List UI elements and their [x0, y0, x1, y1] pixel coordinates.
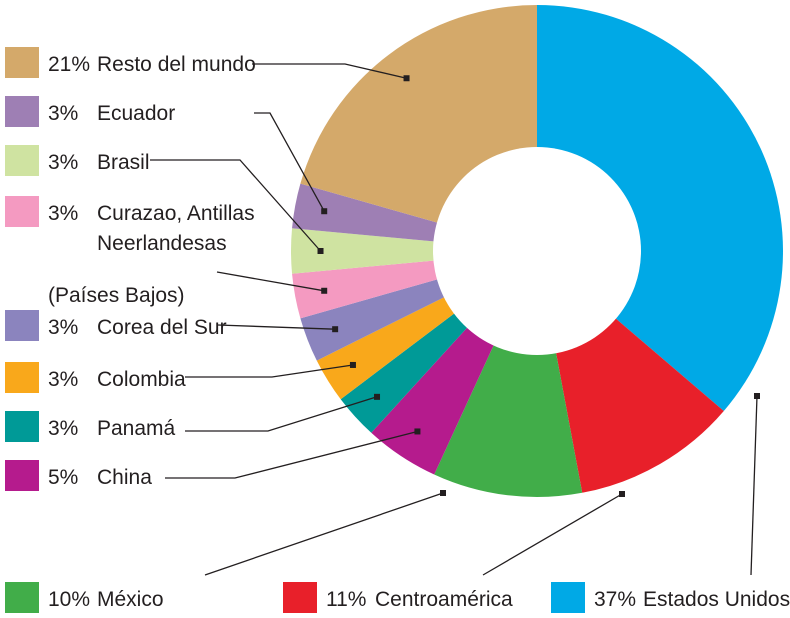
legend-label-china: China [97, 466, 152, 489]
legend-label-resto-del-mundo: Resto del mundo [97, 53, 256, 76]
legend-label-panama: Panamá [97, 417, 176, 440]
legend-swatch-centroamerica [283, 582, 317, 613]
leader-marker-ecuador [321, 208, 328, 215]
legend-percent-panama: 3% [48, 417, 78, 440]
leader-line-china [165, 430, 418, 479]
leader-marker-china [414, 428, 421, 435]
legend-swatch-colombia [5, 362, 39, 393]
legend-swatch-mexico [5, 582, 39, 613]
legend-percent-curazao-antillas-neerlandesas-paises-bajos: 3% [48, 202, 78, 225]
legend-percent-ecuador: 3% [48, 102, 78, 125]
leader-line-estados-unidos [750, 395, 758, 576]
legend-swatch-china [5, 460, 39, 491]
legend-label-ecuador: Ecuador [97, 102, 175, 125]
leader-line-resto-del-mundo [252, 63, 407, 79]
legend-percent-brasil: 3% [48, 151, 78, 174]
leader-line-corea-del-sur [217, 324, 336, 330]
slice-estados-unidos [537, 5, 783, 412]
legend-percent-resto-del-mundo: 21% [48, 53, 90, 76]
leader-marker-centroamerica [619, 491, 625, 497]
leader-lines [150, 63, 760, 576]
slice-brasil [291, 228, 537, 274]
legend-swatch-resto-del-mundo [5, 47, 39, 78]
leader-marker-mexico [440, 490, 446, 496]
legend-label-corea-del-sur: Corea del Sur [97, 316, 227, 339]
leader-line-colombia [185, 364, 353, 378]
legend: 21% Resto del mundo 3% Ecuador 3% Brasil 3% Cur… [5, 47, 790, 613]
legend-percent-estados-unidos: 37% [594, 588, 636, 611]
leader-line-ecuador [254, 112, 325, 212]
legend-label-curazao-antillas-neerlandesas-paises-bajos-line-3: (Países Bajos) [48, 284, 185, 307]
leader-line-curazao-antillas-neerlandesas-paises-bajos [216, 271, 325, 292]
legend-label-estados-unidos: Estados Unidos [643, 588, 790, 611]
legend-label-curazao-antillas-neerlandesas-paises-bajos-line-1: Curazao, Antillas [97, 202, 255, 225]
legend-percent-corea-del-sur: 3% [48, 316, 78, 339]
legend-label-brasil: Brasil [97, 151, 150, 174]
leader-marker-brasil [317, 248, 324, 254]
legend-swatch-brasil [5, 145, 39, 176]
leader-marker-estados-unidos [754, 393, 760, 399]
legend-percent-china: 5% [48, 466, 78, 489]
legend-swatch-curazao-antillas-neerlandesas-paises-bajos [5, 196, 39, 227]
legend-label-colombia: Colombia [97, 368, 186, 391]
leader-line-centroamerica [482, 493, 623, 576]
leader-marker-resto-del-mundo [403, 75, 410, 82]
legend-label-centroamerica: Centroamérica [375, 588, 513, 611]
leader-line-brasil [150, 159, 321, 252]
legend-label-curazao-antillas-neerlandesas-paises-bajos-line-2: Neerlandesas [97, 232, 227, 255]
leader-marker-colombia [349, 361, 356, 368]
legend-percent-mexico: 10% [48, 588, 90, 611]
leader-marker-curazao-antillas-neerlandesas-paises-bajos [321, 287, 328, 294]
legend-swatch-corea-del-sur [5, 310, 39, 341]
legend-percent-centroamerica: 11% [326, 588, 366, 611]
legend-label-mexico: México [97, 588, 164, 611]
leader-line-mexico [204, 492, 444, 576]
legend-swatch-estados-unidos [551, 582, 585, 613]
legend-swatch-ecuador [5, 96, 39, 127]
leader-marker-panama [374, 393, 381, 400]
legend-percent-colombia: 3% [48, 368, 78, 391]
legend-swatch-panama [5, 411, 39, 442]
leader-marker-corea-del-sur [332, 326, 339, 333]
leader-line-panama [185, 396, 378, 432]
donut-hole [433, 147, 641, 355]
